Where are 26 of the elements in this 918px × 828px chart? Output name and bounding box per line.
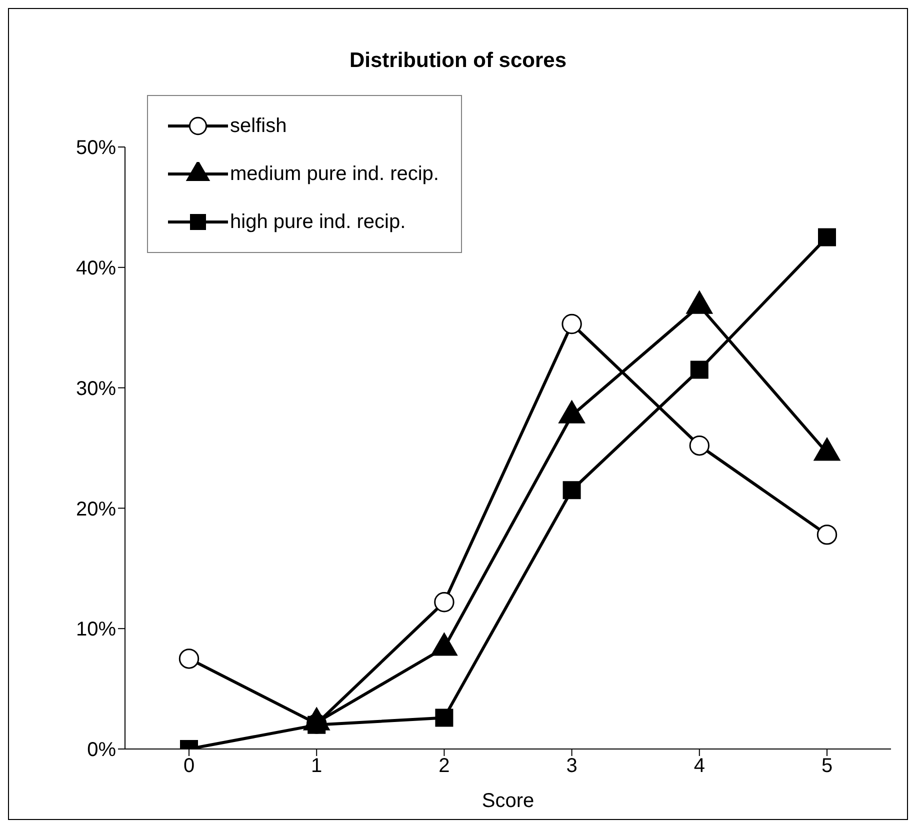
legend-label: selfish [230,114,287,138]
y-tick-label: 10% [76,618,116,641]
point [818,228,836,246]
point [689,435,710,456]
y-tick-label: 50% [76,137,116,160]
point [562,314,582,334]
x-tick-label: 0 [183,755,195,778]
y-tick-label: 40% [76,258,116,280]
y-tick-label: 30% [76,378,116,400]
x-tick-label: 2 [438,755,450,778]
point [562,481,581,500]
point [690,360,708,379]
x-axis-title: Score [482,790,534,812]
y-tick-label: 20% [76,498,116,520]
legend-label: high pure ind. recip. [230,210,406,234]
x-tick-label: 3 [566,755,578,778]
point [178,648,200,669]
x-tick-label: 5 [821,755,833,778]
chart-title: Distribution of scores [348,49,568,73]
point [435,708,454,727]
x-tick-label: 1 [311,755,322,778]
x-tick-label: 4 [694,755,705,778]
point [816,524,838,545]
y-tick-label: 0% [87,739,116,762]
point [434,592,454,612]
legend-label: medium pure ind. recip. [230,162,439,186]
